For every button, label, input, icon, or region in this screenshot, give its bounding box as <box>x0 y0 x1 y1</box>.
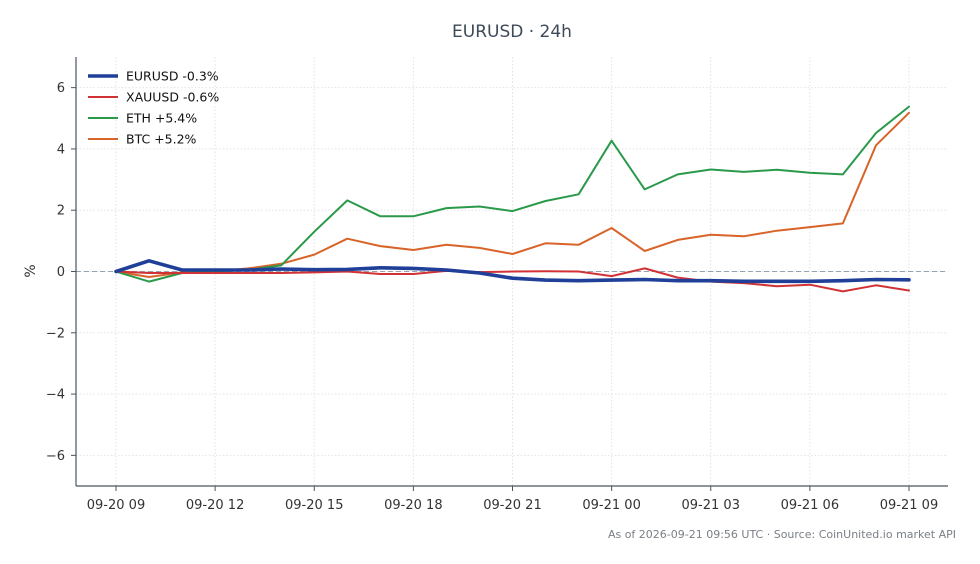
series-line-eurusd <box>114 258 911 284</box>
x-tick-label: 09-20 09 <box>87 498 145 513</box>
chart-title: EURUSD · 24h <box>452 22 572 42</box>
legend-label: ETH +5.4% <box>126 111 197 126</box>
y-axis-ticks: −6 −4 −2 0 2 4 6 <box>46 81 76 464</box>
series-layer <box>114 105 911 293</box>
y-tick-label: 4 <box>57 142 65 157</box>
y-tick-label: −6 <box>46 449 65 464</box>
x-tick-label: 09-20 18 <box>384 498 442 513</box>
y-tick-label: 0 <box>57 265 65 280</box>
x-axis-ticks: 09-20 09 09-20 12 09-20 15 09-20 18 09-20 21… <box>87 486 938 513</box>
y-tick-label: 2 <box>57 204 65 219</box>
x-tick-label: 09-21 09 <box>880 498 938 513</box>
source-footer: As of 2026-09-21 09:56 UTC · Source: Coi… <box>608 528 956 541</box>
legend: EURUSD -0.3% XAUUSD -0.6% ETH +5.4% BTC +5.… <box>88 69 219 147</box>
legend-label: EURUSD -0.3% <box>126 69 219 84</box>
x-tick-label: 09-20 15 <box>285 498 343 513</box>
x-tick-label: 09-20 12 <box>186 498 244 513</box>
y-tick-label: −2 <box>46 326 65 341</box>
legend-label: XAUUSD -0.6% <box>126 90 219 105</box>
x-tick-label: 09-20 21 <box>483 498 541 513</box>
series-line-xauusd <box>115 267 910 293</box>
y-tick-label: −4 <box>46 388 65 403</box>
legend-label: BTC +5.2% <box>126 132 197 147</box>
x-tick-label: 09-21 00 <box>582 498 640 513</box>
y-tick-label: 6 <box>57 81 65 96</box>
x-tick-label: 09-21 03 <box>682 498 740 513</box>
x-tick-label: 09-21 06 <box>781 498 839 513</box>
y-axis-label: % <box>23 264 39 277</box>
